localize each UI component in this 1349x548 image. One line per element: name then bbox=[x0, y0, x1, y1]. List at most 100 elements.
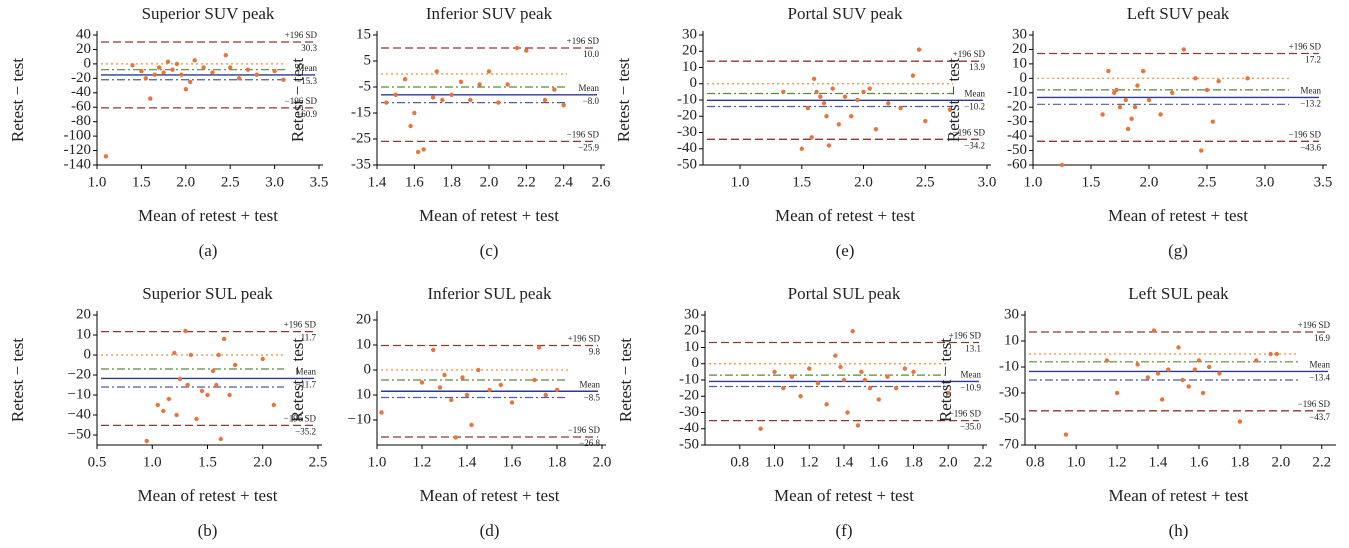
point bbox=[561, 103, 566, 108]
panel-label: (b) bbox=[198, 521, 218, 540]
chart-title: Inferior SUV peak bbox=[426, 4, 553, 23]
x-tick-label: 1.5 bbox=[132, 174, 151, 190]
y-tick-label: -15 bbox=[351, 104, 371, 120]
x-axis-label: Mean of retest + test bbox=[419, 206, 559, 225]
point bbox=[514, 45, 520, 51]
point bbox=[824, 114, 829, 119]
chart-title: Portal SUV peak bbox=[788, 4, 903, 23]
point bbox=[836, 122, 842, 127]
point bbox=[910, 73, 916, 78]
y-tick-label: -5 bbox=[359, 78, 372, 94]
panel-label: (c) bbox=[480, 241, 499, 260]
line-value: −35.2 bbox=[295, 426, 316, 436]
point bbox=[1207, 364, 1212, 370]
line-name: Mean bbox=[580, 379, 601, 389]
y-tick-label: −40 bbox=[68, 406, 91, 422]
point bbox=[532, 377, 537, 383]
x-tick-label: 3.5 bbox=[1314, 174, 1333, 190]
x-tick-label: 2.0 bbox=[1140, 174, 1159, 190]
y-tick-label: -40 bbox=[677, 140, 697, 156]
y-axis-label: Retest − test bbox=[8, 58, 27, 142]
point bbox=[833, 353, 838, 358]
y-tick-label: 10 bbox=[1012, 55, 1027, 71]
point bbox=[1132, 105, 1138, 110]
y-axis-label: Retest − test bbox=[936, 338, 955, 422]
x-tick-label: 1.0 bbox=[368, 454, 387, 470]
y-tick-label: 20 bbox=[684, 323, 699, 339]
line-value: 13.9 bbox=[969, 62, 985, 72]
point bbox=[437, 385, 443, 390]
y-tick-label: -35 bbox=[351, 156, 371, 172]
y-tick-label: 0 bbox=[364, 361, 372, 377]
point bbox=[1193, 76, 1198, 81]
point bbox=[855, 97, 860, 103]
panel-label: (g) bbox=[1168, 241, 1188, 260]
x-tick-label: 1.8 bbox=[1231, 454, 1250, 470]
y-tick-label: -40 bbox=[679, 420, 699, 436]
point bbox=[469, 422, 474, 428]
point bbox=[232, 362, 238, 368]
point bbox=[174, 61, 180, 67]
point bbox=[1268, 351, 1273, 357]
line-value: 10.0 bbox=[583, 49, 599, 59]
y-tick-label: -60 bbox=[1007, 156, 1027, 172]
point bbox=[194, 416, 199, 422]
point bbox=[148, 96, 153, 101]
y-tick-label: 30 bbox=[684, 306, 699, 322]
line-name: Mean bbox=[1310, 359, 1331, 369]
x-tick-label: 1.2 bbox=[1108, 454, 1127, 470]
line-name: −196 SD bbox=[285, 96, 318, 106]
x-tick-label: 1.0 bbox=[88, 174, 107, 190]
point bbox=[1129, 116, 1134, 121]
y-tick-label: 20 bbox=[1012, 41, 1027, 57]
y-tick-label: -30 bbox=[1007, 113, 1027, 129]
point bbox=[1274, 351, 1279, 357]
y-tick-label: -30 bbox=[677, 124, 697, 140]
chart-title: Portal SUL peak bbox=[788, 284, 901, 303]
point bbox=[876, 397, 881, 402]
y-tick-label: 30 bbox=[682, 26, 697, 42]
line-name: −196 SD bbox=[284, 413, 317, 423]
panel-label: (h) bbox=[1169, 521, 1189, 540]
point bbox=[1146, 97, 1152, 103]
point bbox=[1181, 47, 1187, 52]
x-tick-label: 3.0 bbox=[1256, 174, 1275, 190]
x-tick-label: 2.5 bbox=[916, 174, 935, 190]
point bbox=[855, 423, 861, 428]
x-tick-label: 1.0 bbox=[731, 174, 750, 190]
point bbox=[850, 329, 855, 334]
point bbox=[192, 58, 197, 63]
point bbox=[805, 105, 811, 111]
line-value: −8.0 bbox=[583, 96, 600, 106]
x-tick-label: 1.0 bbox=[143, 454, 162, 470]
point bbox=[434, 69, 439, 74]
point bbox=[156, 65, 162, 70]
y-tick-label: 0 bbox=[690, 75, 698, 91]
chart-title: Left SUV peak bbox=[1127, 4, 1230, 23]
line-name: +196 SD bbox=[1289, 42, 1322, 52]
x-tick-label: 1.4 bbox=[458, 454, 477, 470]
y-tick-label: -10 bbox=[679, 371, 699, 387]
line-name: +196 SD bbox=[949, 331, 982, 341]
y-tick-label: 5 bbox=[364, 52, 372, 68]
point bbox=[1216, 79, 1221, 84]
chart-title: Superior SUL peak bbox=[142, 284, 273, 303]
point bbox=[103, 154, 109, 159]
point bbox=[1106, 68, 1111, 74]
point bbox=[1186, 384, 1191, 389]
x-tick-label: 3.0 bbox=[978, 174, 997, 190]
line-value: −11.7 bbox=[296, 379, 317, 389]
point bbox=[260, 356, 265, 362]
x-tick-label: 1.0 bbox=[1024, 174, 1043, 190]
point bbox=[415, 149, 421, 155]
point bbox=[848, 114, 854, 119]
line-value: 9.8 bbox=[589, 347, 601, 357]
point bbox=[1204, 87, 1210, 93]
point bbox=[172, 350, 177, 356]
y-tick-label: 10 bbox=[682, 59, 697, 75]
x-tick-label: 1.8 bbox=[548, 454, 567, 470]
line-name: +196 SD bbox=[1298, 320, 1331, 330]
point bbox=[223, 53, 228, 58]
x-tick-label: 0.8 bbox=[1026, 454, 1045, 470]
